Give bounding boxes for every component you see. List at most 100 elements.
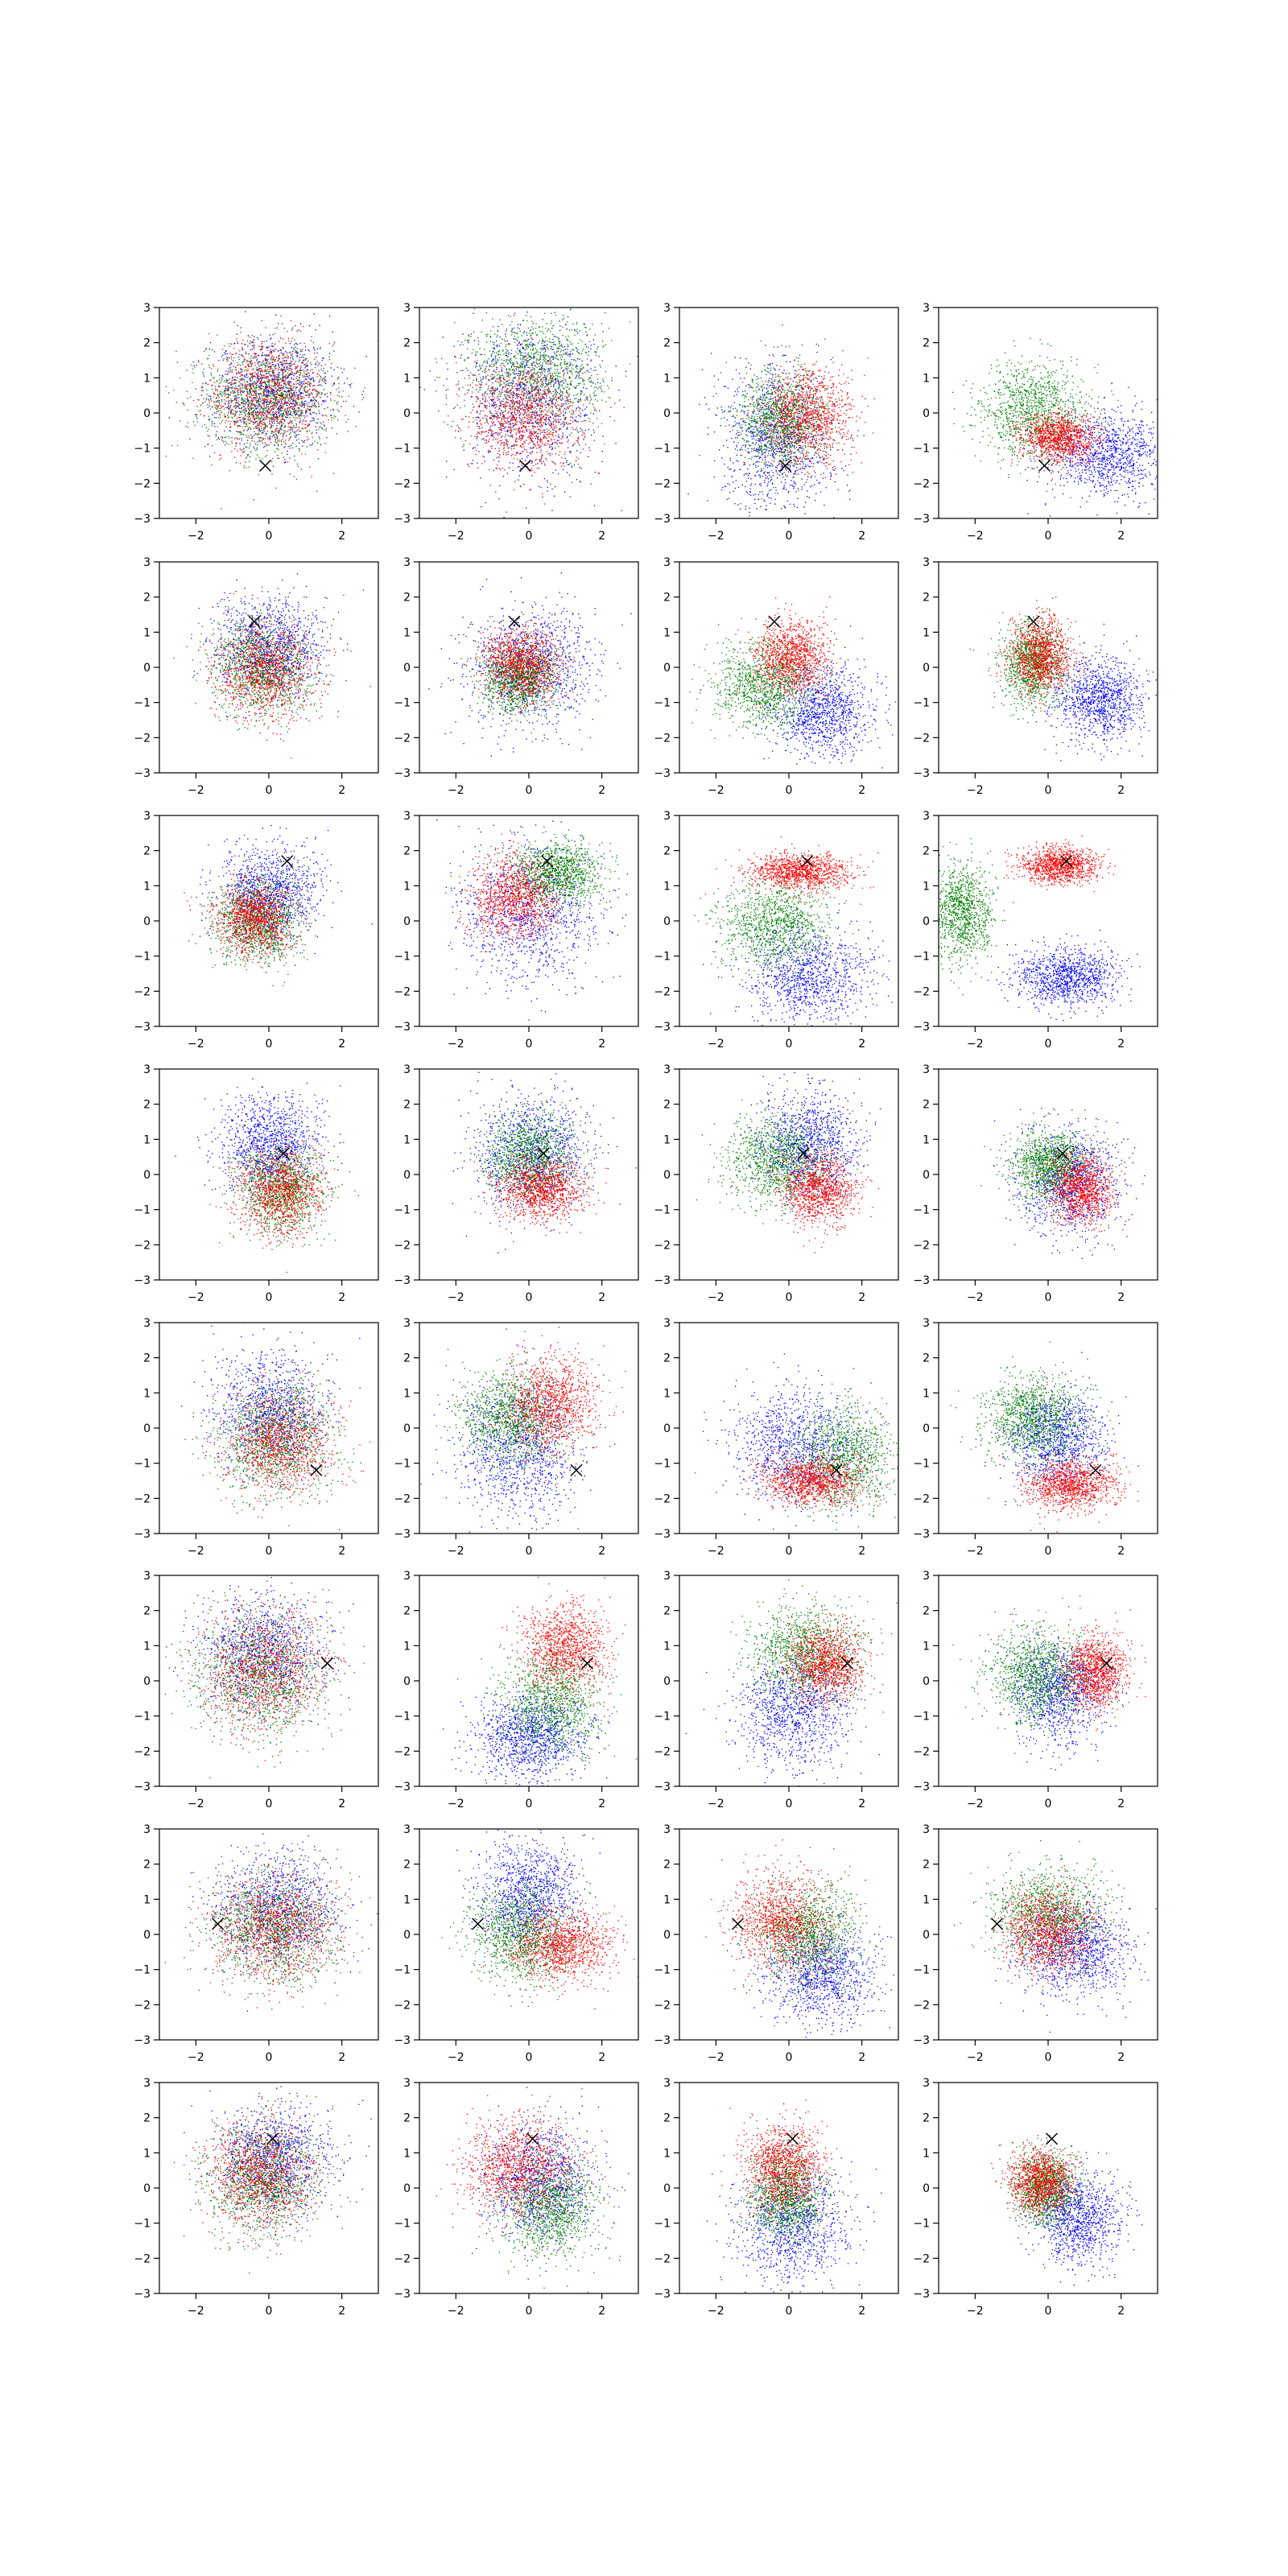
scatter-point — [258, 425, 259, 426]
scatter-point — [334, 382, 335, 383]
scatter-point — [234, 457, 235, 458]
scatter-point — [290, 420, 291, 421]
scatter-point — [500, 423, 501, 424]
scatter-point — [465, 416, 466, 417]
scatter-point — [255, 421, 256, 422]
scatter-point — [621, 510, 622, 511]
scatter-point — [251, 356, 252, 357]
scatter-point — [453, 346, 454, 347]
scatter-point — [259, 346, 260, 347]
scatter-point — [258, 376, 259, 377]
scatter-point — [546, 407, 547, 408]
scatter-point — [246, 370, 247, 371]
scatter-point — [586, 346, 587, 347]
scatter-point — [289, 414, 290, 415]
scatter-point — [312, 418, 313, 419]
scatter-point — [253, 383, 254, 384]
scatter-point — [220, 408, 221, 409]
scatter-point — [289, 385, 290, 386]
scatter-point — [249, 366, 250, 367]
scatter-point — [530, 342, 531, 343]
scatter-point — [330, 392, 331, 393]
scatter-point — [243, 398, 244, 399]
scatter-point — [221, 422, 222, 423]
scatter-point — [214, 382, 215, 383]
scatter-point — [557, 379, 558, 380]
scatter-point — [192, 373, 193, 374]
scatter-point — [229, 378, 230, 379]
scatter-point — [267, 414, 268, 415]
scatter-point — [347, 378, 348, 379]
scatter-point — [532, 343, 533, 344]
scatter-point — [575, 292, 576, 293]
scatter-point — [299, 392, 300, 393]
scatter-point — [291, 406, 292, 407]
scatter-point — [256, 388, 257, 389]
scatter-point — [305, 367, 306, 368]
scatter-point — [603, 436, 604, 437]
scatter-point — [211, 400, 212, 401]
scatter-point — [299, 442, 300, 443]
scatter-point — [267, 350, 268, 351]
scatter-point — [250, 407, 251, 408]
scatter-point — [175, 351, 176, 352]
scatter-point — [274, 396, 275, 397]
scatter-point — [229, 407, 230, 408]
scatter-point — [447, 378, 448, 379]
scatter-point — [261, 378, 262, 379]
scatter-point — [281, 452, 282, 453]
scatter-point — [291, 338, 292, 339]
scatter-point — [140, 386, 141, 387]
scatter-point — [288, 375, 289, 376]
scatter-point — [248, 419, 249, 420]
scatter-point — [549, 453, 550, 454]
scatter-point — [253, 407, 254, 408]
scatter-point — [248, 428, 249, 429]
scatter-point — [291, 347, 292, 348]
scatter-point — [542, 339, 543, 340]
scatter-point — [554, 463, 555, 464]
scatter-point — [225, 390, 226, 391]
scatter-point — [246, 416, 247, 417]
series-blue — [169, 312, 367, 467]
scatter-point — [500, 396, 501, 397]
scatter-point — [566, 462, 567, 463]
scatter-point — [582, 435, 583, 436]
scatter-point — [251, 366, 252, 367]
scatter-point — [544, 430, 545, 431]
scatter-point — [213, 365, 214, 366]
scatter-point — [266, 416, 267, 417]
scatter-point — [273, 466, 274, 467]
scatter-point — [481, 439, 482, 440]
scatter-point — [279, 422, 280, 423]
scatter-point — [580, 413, 581, 414]
scatter-point — [273, 358, 274, 359]
scatter-point — [312, 390, 313, 391]
scatter-point — [274, 369, 275, 370]
scatter-point — [250, 412, 251, 413]
scatter-point — [232, 418, 233, 419]
scatter-point — [558, 473, 559, 474]
scatter-point — [507, 430, 508, 431]
scatter-point — [272, 372, 273, 373]
scatter-point — [291, 372, 292, 373]
scatter-point — [259, 422, 260, 423]
scatter-point — [483, 376, 484, 377]
y-tick-label: 0 — [143, 407, 151, 420]
scatter-point — [249, 413, 250, 414]
scatter-point — [284, 366, 285, 367]
scatter-point — [568, 354, 569, 355]
scatter-point — [273, 375, 274, 376]
scatter-point — [563, 433, 564, 434]
scatter-point — [228, 368, 229, 369]
scatter-point — [288, 381, 289, 382]
scatter-point — [225, 441, 226, 442]
scatter-point — [270, 410, 271, 411]
scatter-point — [318, 429, 319, 430]
scatter-point — [312, 412, 313, 413]
scatter-point — [477, 337, 478, 338]
scatter-point — [551, 356, 552, 357]
scatter-point — [562, 371, 563, 372]
scatter-point — [285, 363, 286, 364]
scatter-point — [290, 357, 291, 358]
